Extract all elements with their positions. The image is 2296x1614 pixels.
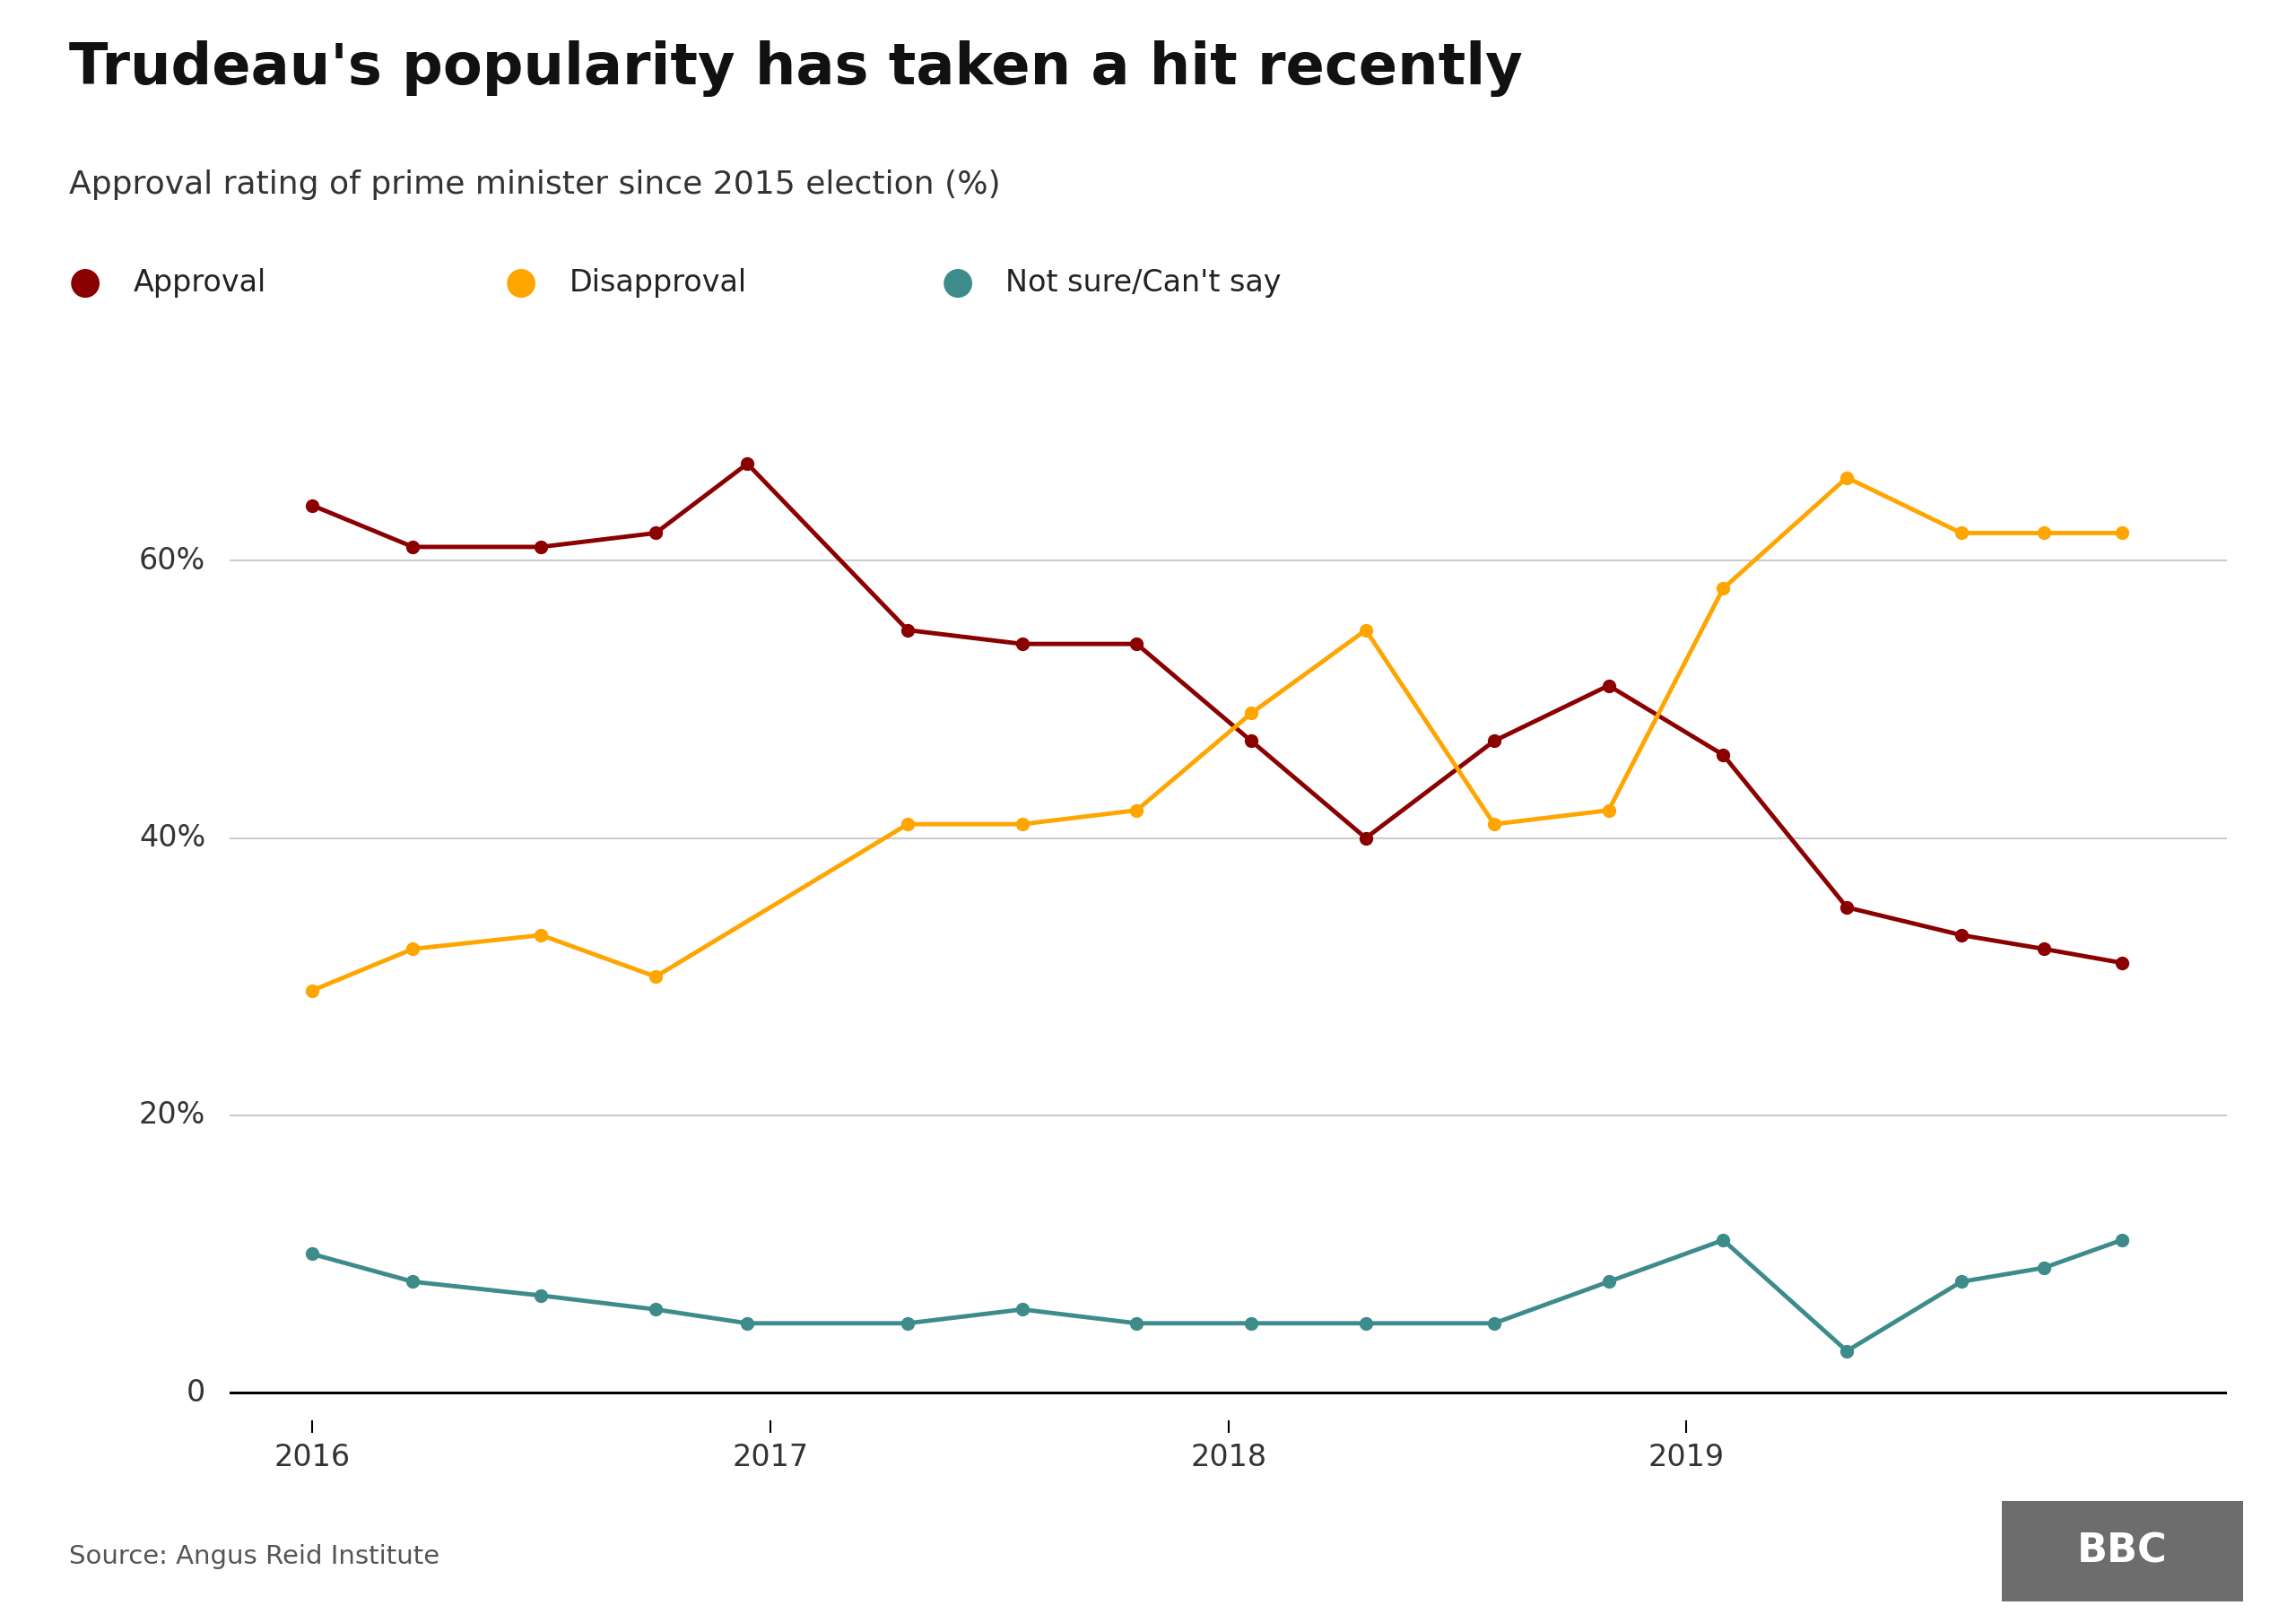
Text: Not sure/Can't say: Not sure/Can't say (1006, 268, 1281, 297)
Text: BBC: BBC (2078, 1532, 2167, 1570)
Text: Approval rating of prime minister since 2015 election (%): Approval rating of prime minister since … (69, 169, 1001, 200)
Text: ●: ● (505, 263, 537, 302)
Text: Disapproval: Disapproval (569, 268, 746, 297)
Text: 20%: 20% (140, 1101, 207, 1130)
Text: 0: 0 (186, 1378, 207, 1407)
Text: 60%: 60% (140, 546, 207, 576)
Text: Trudeau's popularity has taken a hit recently: Trudeau's popularity has taken a hit rec… (69, 40, 1522, 97)
Text: Source: Angus Reid Institute: Source: Angus Reid Institute (69, 1543, 439, 1569)
Text: 40%: 40% (140, 823, 207, 852)
Text: ●: ● (69, 263, 101, 302)
Text: Approval: Approval (133, 268, 266, 297)
Text: ●: ● (941, 263, 974, 302)
